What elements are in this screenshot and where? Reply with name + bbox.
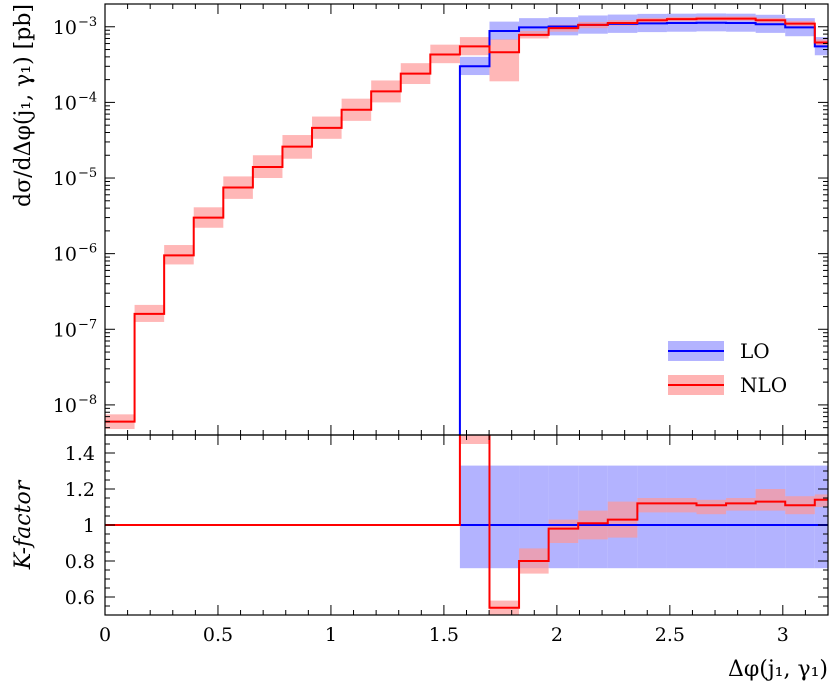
ratio-lo-band-bin-13 — [489, 465, 520, 569]
legend-nlo-label: NLO — [740, 373, 787, 397]
main-y-tick-label: 10 — [53, 395, 77, 417]
main-y-tick-label: 10 — [53, 244, 77, 266]
main-y-tick-label: 10 — [53, 92, 77, 114]
main-y-tick-exponent: −7 — [78, 317, 97, 332]
main-nlo-line — [105, 17, 828, 423]
ratio-lo-band-bin-18 — [637, 465, 667, 569]
main-nlo-band-bin-13 — [489, 39, 520, 82]
ratio-nlo-band-bin-12 — [459, 435, 490, 444]
x-tick-label: 2 — [551, 624, 563, 646]
ratio-y-tick-label: 1 — [83, 515, 95, 537]
ratio-y-tick-label: 0.6 — [65, 587, 95, 609]
main-y-tick-exponent: −5 — [78, 166, 97, 181]
x-tick-label: 1 — [325, 624, 337, 646]
ratio-lo-band-bin-24 — [814, 465, 828, 569]
ratio-nlo-band-bin-20 — [696, 499, 727, 515]
ratio-nlo-band-bin-15 — [548, 519, 579, 543]
ratio-y-tick-label: 1.2 — [65, 479, 95, 501]
ratio-nlo-band-bin-18 — [637, 498, 667, 513]
ratio-plot-area — [105, 435, 828, 615]
ratio-nlo-band-bin-22 — [755, 489, 786, 511]
ratio-y-axis-label: K-factor — [11, 479, 36, 570]
x-tick-label: 2.5 — [655, 624, 685, 646]
ratio-lo-band-bin-20 — [696, 465, 727, 569]
main-y-tick-label: 10 — [53, 319, 77, 341]
ratio-nlo-line — [105, 435, 828, 609]
legend-lo-label: LO — [740, 339, 770, 363]
main-y-tick-exponent: −4 — [78, 90, 97, 105]
main-y-tick-exponent: −8 — [78, 393, 97, 408]
ratio-lo-band-bin-19 — [666, 465, 697, 569]
ratio-lo-band-bin-12 — [459, 465, 490, 569]
ratio-lo-band-bin-15 — [548, 465, 579, 569]
ratio-y-tick-label: 0.8 — [65, 551, 95, 573]
x-tick-label: 0 — [99, 624, 111, 646]
main-y-tick-exponent: −3 — [78, 15, 97, 30]
x-tick-label: 3 — [777, 624, 789, 646]
main-y-tick-label: 10 — [53, 17, 77, 39]
ratio-lo-band-bin-22 — [755, 465, 786, 569]
ratio-nlo-band-bin-19 — [666, 498, 697, 513]
x-axis-label: Δφ(j₁, γ₁) — [728, 657, 828, 682]
x-tick-label: 1.5 — [429, 624, 459, 646]
main-plot-area — [105, 13, 828, 435]
ratio-lo-band-bin-23 — [785, 465, 815, 569]
main-y-axis-label: dσ/dΔφ(j₁, γ₁) [pb] — [11, 4, 36, 207]
main-y-tick-exponent: −6 — [78, 242, 97, 257]
main-y-tick-label: 10 — [53, 168, 77, 190]
x-tick-label: 0.5 — [203, 624, 233, 646]
ratio-y-tick-label: 1.4 — [65, 443, 95, 465]
ratio-lo-band-bin-21 — [726, 465, 756, 569]
